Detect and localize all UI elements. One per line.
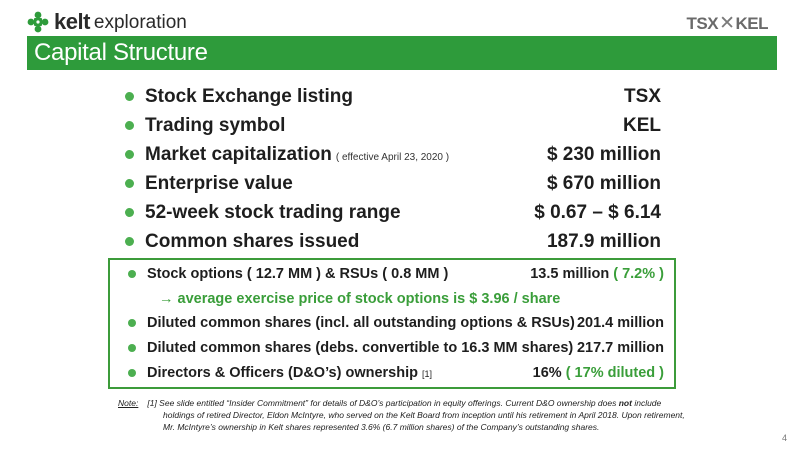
- list-item-diluted-all: Diluted common shares (incl. all outstan…: [128, 311, 664, 336]
- bullet-icon: [128, 368, 136, 377]
- item-label: Stock options ( 12.7 MM ) & RSUs ( 0.8 M…: [147, 266, 449, 283]
- bullet-icon: [128, 319, 136, 328]
- page-number: 4: [781, 433, 787, 443]
- item-note: ( effective April 23, 2020 ): [335, 151, 450, 163]
- bullet-icon: [125, 208, 134, 217]
- footnote-line-1-end: include: [634, 398, 662, 408]
- item-label: Market capitalization( effective April 2…: [145, 143, 450, 165]
- item-value: 13.5 million ( 7.2% ): [530, 266, 664, 283]
- footnote-line-3: Mr. McIntyre’s ownership in Kelt shares …: [163, 422, 600, 432]
- logo-wordmark-bold: kelt: [54, 9, 90, 34]
- tsx-text: TSX: [686, 13, 719, 33]
- footnote: Note: [1] See slide entitled “Insider Co…: [118, 397, 718, 433]
- footnote-ref: [1]: [422, 368, 433, 379]
- capital-structure-list: Stock Exchange listing TSX Trading symbo…: [125, 82, 661, 256]
- kelt-logo: kelt exploration: [27, 9, 187, 35]
- title-bar: Capital Structure: [27, 36, 777, 70]
- logo-wordmark-light: exploration: [93, 12, 187, 33]
- item-label: Directors & Officers (D&O’s) ownership […: [147, 364, 433, 381]
- item-value: $ 230 million: [546, 143, 661, 165]
- item-label: 52-week stock trading range: [145, 201, 401, 223]
- tsx-kel-logo: TSX ✕ KEL: [686, 12, 769, 35]
- exercise-price-note: → average exercise price of stock option…: [159, 290, 561, 307]
- bullet-icon: [128, 270, 136, 279]
- footnote-emphasis: not: [618, 398, 632, 408]
- list-item-stock-options: Stock options ( 12.7 MM ) & RSUs ( 0.8 M…: [128, 262, 664, 287]
- dilution-list: Stock options ( 12.7 MM ) & RSUs ( 0.8 M…: [128, 262, 664, 385]
- list-item: Stock Exchange listing TSX: [125, 82, 661, 111]
- list-item: Enterprise value $ 670 million: [125, 169, 661, 198]
- item-value: 16% ( 17% diluted ): [532, 364, 664, 381]
- item-percent: ( 17% diluted ): [565, 364, 664, 381]
- list-item: 52-week stock trading range $ 0.67 – $ 6…: [125, 198, 661, 227]
- bullet-icon: [125, 179, 134, 188]
- item-value: TSX: [624, 85, 661, 107]
- bullet-icon: [125, 92, 134, 101]
- item-percent: ( 7.2% ): [613, 266, 664, 283]
- bullet-icon: [128, 344, 136, 353]
- list-item-ownership: Directors & Officers (D&O’s) ownership […: [128, 360, 664, 385]
- item-value: 217.7 million: [576, 340, 664, 357]
- bullet-icon: [125, 237, 134, 246]
- item-value: $ 670 million: [546, 172, 661, 194]
- list-item: Common shares issued 187.9 million: [125, 227, 661, 256]
- item-value: 187.9 million: [546, 230, 661, 252]
- footnote-line-1: [1] See slide entitled “Insider Commitme…: [147, 398, 617, 408]
- list-item: Trading symbol KEL: [125, 111, 661, 140]
- item-label: Diluted common shares (debs. convertible…: [147, 340, 574, 357]
- list-item: Market capitalization( effective April 2…: [125, 140, 661, 169]
- item-label: Enterprise value: [145, 172, 293, 194]
- kelt-cross-icon: [27, 11, 49, 33]
- page-title: Capital Structure: [34, 39, 208, 66]
- footnote-lead: Note:: [118, 398, 139, 408]
- footnote-line-2: holdings of retired Director, Eldon McIn…: [163, 410, 685, 420]
- kel-text: KEL: [735, 13, 769, 33]
- dilution-box: [108, 258, 676, 389]
- item-label: Common shares issued: [145, 230, 360, 252]
- bullet-icon: [125, 150, 134, 159]
- list-item-diluted-debs: Diluted common shares (debs. convertible…: [128, 336, 664, 361]
- tsx-x-icon: ✕: [719, 13, 735, 34]
- bullet-icon: [125, 121, 134, 130]
- item-value: $ 0.67 – $ 6.14: [534, 201, 661, 223]
- item-label: Diluted common shares (incl. all outstan…: [147, 315, 575, 332]
- item-label: Trading symbol: [145, 114, 286, 136]
- item-label: Stock Exchange listing: [145, 85, 353, 107]
- list-item-exercise-price: → average exercise price of stock option…: [128, 287, 664, 312]
- item-value: 201.4 million: [576, 315, 664, 332]
- item-value: KEL: [623, 114, 661, 136]
